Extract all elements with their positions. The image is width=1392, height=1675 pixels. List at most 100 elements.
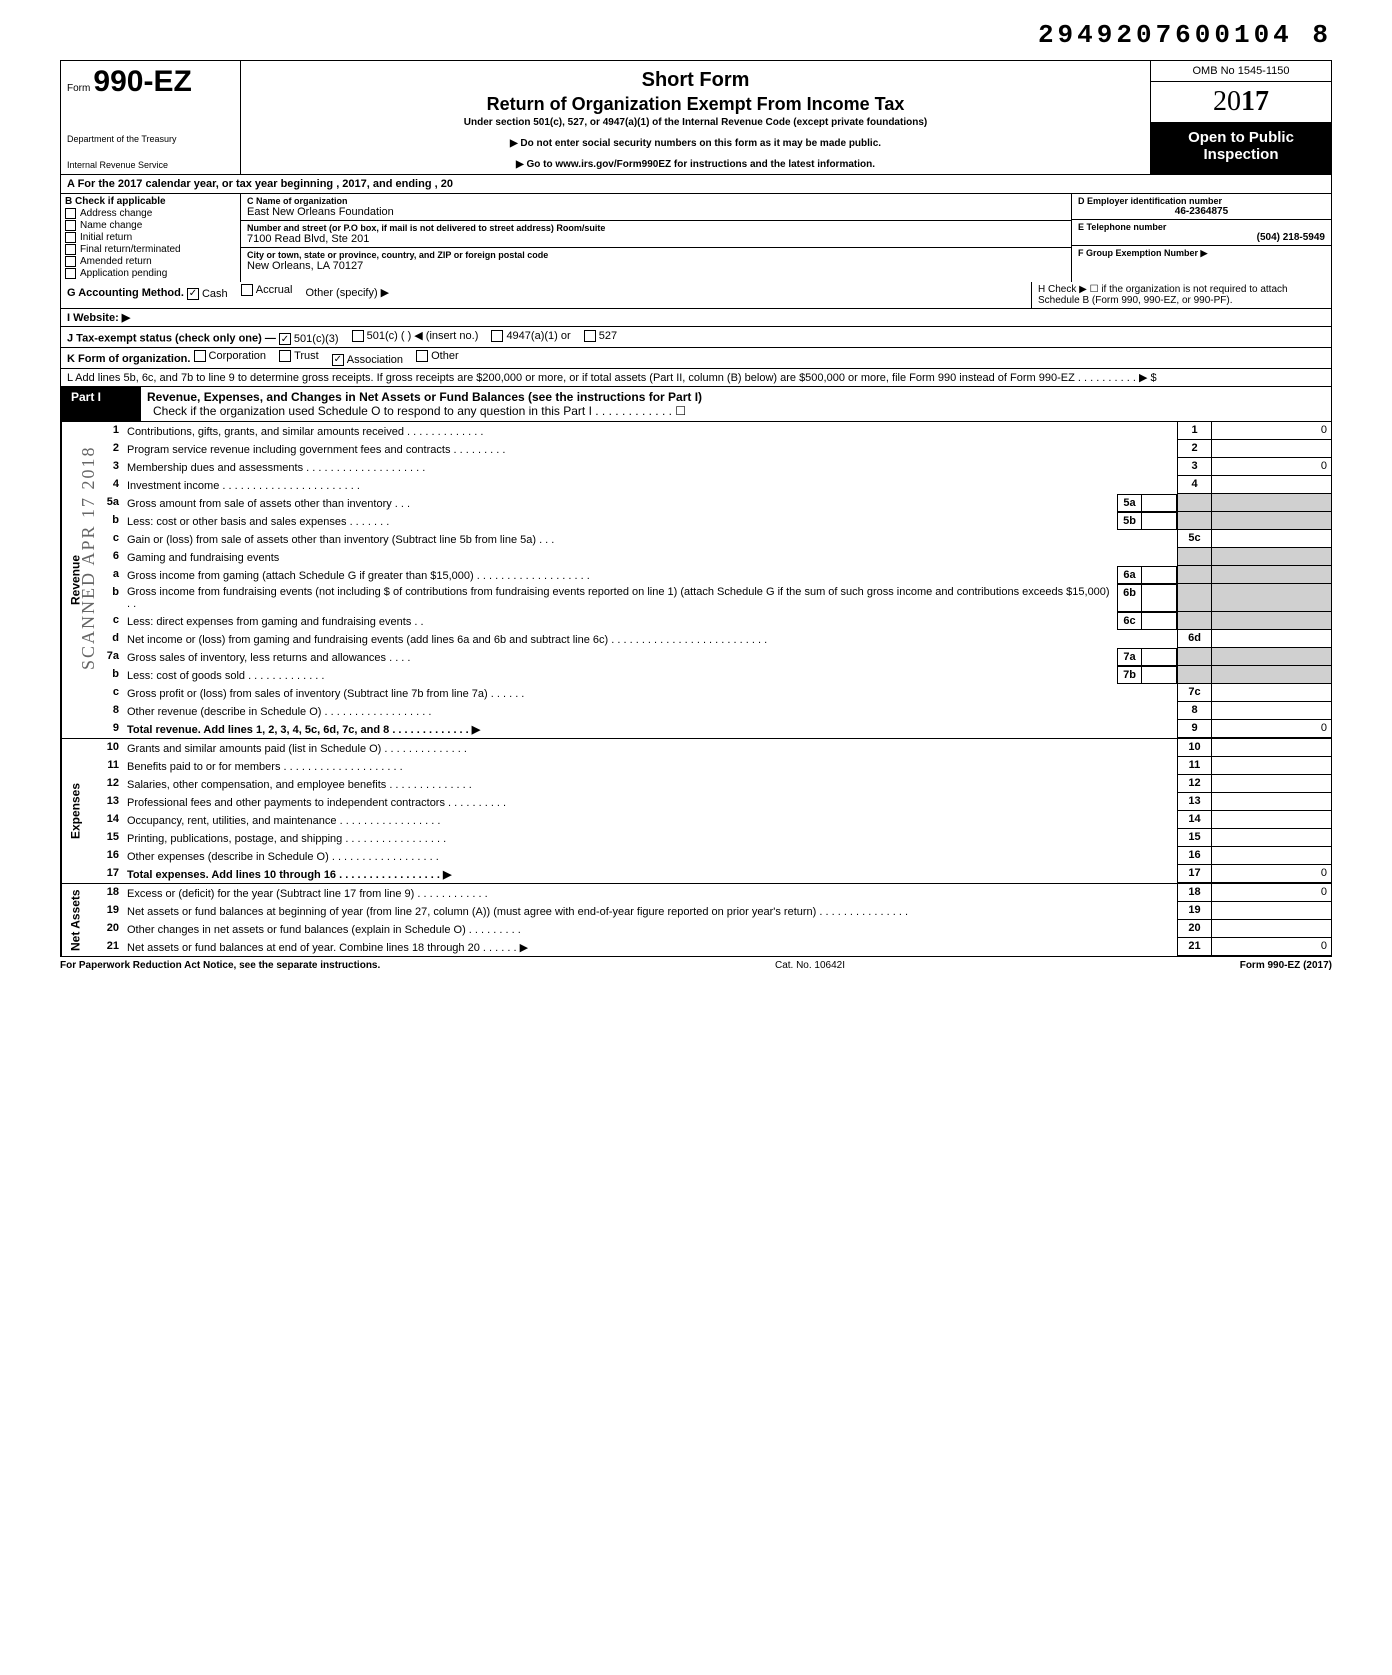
- d-ein-label: D Employer identification number: [1078, 196, 1325, 206]
- line-box: 12: [1177, 775, 1211, 793]
- line-box: 13: [1177, 793, 1211, 811]
- instruction-url: ▶ Go to www.irs.gov/Form990EZ for instru…: [249, 159, 1142, 170]
- mid-box: 6c: [1117, 612, 1177, 630]
- line-value: [1211, 902, 1331, 920]
- line-text: Gross sales of inventory, less returns a…: [123, 648, 1117, 666]
- line-box: 15: [1177, 829, 1211, 847]
- c-city-label: City or town, state or province, country…: [247, 250, 1065, 260]
- omb-number: OMB No 1545-1150: [1151, 61, 1331, 82]
- val-shade: [1211, 612, 1331, 630]
- page-number: 2949207600104 8: [60, 20, 1332, 50]
- line-num: 11: [89, 757, 123, 775]
- line-text: Other revenue (describe in Schedule O) .…: [123, 702, 1177, 720]
- line-text: Printing, publications, postage, and shi…: [123, 829, 1177, 847]
- line-8: 8Other revenue (describe in Schedule O) …: [89, 702, 1331, 720]
- line-text: Occupancy, rent, utilities, and maintena…: [123, 811, 1177, 829]
- box-shade: [1177, 494, 1211, 512]
- line-value: [1211, 775, 1331, 793]
- check-amended-return[interactable]: Amended return: [65, 256, 236, 267]
- line-value: [1211, 630, 1331, 648]
- f-group-label: F Group Exemption Number ▶: [1078, 248, 1325, 259]
- line-text: Benefits paid to or for members . . . . …: [123, 757, 1177, 775]
- line-num: 18: [89, 884, 123, 902]
- mid-box: 5b: [1117, 512, 1177, 530]
- line-box: 10: [1177, 739, 1211, 757]
- check-501c3[interactable]: ✓501(c)(3): [279, 333, 339, 345]
- check-address-change[interactable]: Address change: [65, 208, 236, 219]
- line-box: 18: [1177, 884, 1211, 902]
- line-value: [1211, 793, 1331, 811]
- row-l-gross-receipts: L Add lines 5b, 6c, and 7b to line 9 to …: [60, 369, 1332, 387]
- org-name: East New Orleans Foundation: [247, 206, 1065, 218]
- tax-year: 2017: [1151, 82, 1331, 123]
- line-9: 9Total revenue. Add lines 1, 2, 3, 4, 5c…: [89, 720, 1331, 738]
- check-527[interactable]: 527: [584, 330, 617, 342]
- line-value: [1211, 811, 1331, 829]
- revenue-section: Revenue 1Contributions, gifts, grants, a…: [60, 422, 1332, 739]
- side-label-netassets: Net Assets: [61, 884, 89, 956]
- return-title: Return of Organization Exempt From Incom…: [249, 94, 1142, 115]
- e-phone-label: E Telephone number: [1078, 222, 1325, 232]
- footer-left: For Paperwork Reduction Act Notice, see …: [60, 960, 380, 971]
- line-value: [1211, 684, 1331, 702]
- line-box: 4: [1177, 476, 1211, 494]
- val-shade: [1211, 584, 1331, 612]
- line-text: Other changes in net assets or fund bala…: [123, 920, 1177, 938]
- line-box: 5c: [1177, 530, 1211, 548]
- line-18: 18Excess or (deficit) for the year (Subt…: [89, 884, 1331, 902]
- g-label: G Accounting Method.: [67, 287, 184, 299]
- line-value: 0: [1211, 720, 1331, 738]
- val-shade: [1211, 666, 1331, 684]
- line-text: Other expenses (describe in Schedule O) …: [123, 847, 1177, 865]
- year-prefix: 20: [1213, 86, 1241, 117]
- check-4947[interactable]: 4947(a)(1) or: [491, 330, 570, 342]
- phone-value: (504) 218-5949: [1078, 232, 1325, 243]
- form-prefix: Form: [67, 83, 90, 94]
- check-application-pending[interactable]: Application pending: [65, 268, 236, 279]
- line-19: 19Net assets or fund balances at beginni…: [89, 902, 1331, 920]
- line-value: [1211, 440, 1331, 458]
- line-7c: cGross profit or (loss) from sales of in…: [89, 684, 1331, 702]
- check-name-change[interactable]: Name change: [65, 220, 236, 231]
- line-num: 21: [89, 938, 123, 956]
- line-box: 3: [1177, 458, 1211, 476]
- line-box: 1: [1177, 422, 1211, 440]
- check-501c[interactable]: 501(c) ( ) ◀ (insert no.): [352, 329, 479, 342]
- line-num: 17: [89, 865, 123, 883]
- line-21: 21Net assets or fund balances at end of …: [89, 938, 1331, 956]
- line-16: 16Other expenses (describe in Schedule O…: [89, 847, 1331, 865]
- line-text: Gaming and fundraising events: [123, 548, 1177, 566]
- line-text: Net assets or fund balances at end of ye…: [123, 938, 1177, 956]
- check-initial-return[interactable]: Initial return: [65, 232, 236, 243]
- expenses-section: Expenses 10Grants and similar amounts pa…: [60, 739, 1332, 884]
- val-shade: [1211, 648, 1331, 666]
- line-text: Gross profit or (loss) from sales of inv…: [123, 684, 1177, 702]
- check-trust[interactable]: Trust: [279, 350, 319, 362]
- line-num: c: [89, 684, 123, 702]
- ein-value: 46-2364875: [1078, 206, 1325, 217]
- line-box: 7c: [1177, 684, 1211, 702]
- box-shade: [1177, 666, 1211, 684]
- line-value: [1211, 829, 1331, 847]
- check-accrual[interactable]: Accrual: [241, 284, 293, 296]
- netassets-section: Net Assets 18Excess or (deficit) for the…: [60, 884, 1332, 957]
- line-value: [1211, 476, 1331, 494]
- check-final-return[interactable]: Final return/terminated: [65, 244, 236, 255]
- mid-box: 7a: [1117, 648, 1177, 666]
- dept-treasury: Department of the Treasury: [67, 134, 234, 144]
- footer-cat-no: Cat. No. 10642I: [775, 960, 845, 971]
- check-association[interactable]: ✓Association: [332, 354, 403, 366]
- line-15: 15Printing, publications, postage, and s…: [89, 829, 1331, 847]
- check-corporation[interactable]: Corporation: [194, 350, 266, 362]
- box-shade: [1177, 584, 1211, 612]
- line-20: 20Other changes in net assets or fund ba…: [89, 920, 1331, 938]
- check-other-org[interactable]: Other: [416, 350, 459, 362]
- check-cash[interactable]: ✓Cash: [187, 288, 228, 300]
- line-box: 14: [1177, 811, 1211, 829]
- line-text: Professional fees and other payments to …: [123, 793, 1177, 811]
- instruction-ssn: ▶ Do not enter social security numbers o…: [249, 138, 1142, 149]
- line-text: Salaries, other compensation, and employ…: [123, 775, 1177, 793]
- line-text: Program service revenue including govern…: [123, 440, 1177, 458]
- line-box: 11: [1177, 757, 1211, 775]
- line-text: Net assets or fund balances at beginning…: [123, 902, 1177, 920]
